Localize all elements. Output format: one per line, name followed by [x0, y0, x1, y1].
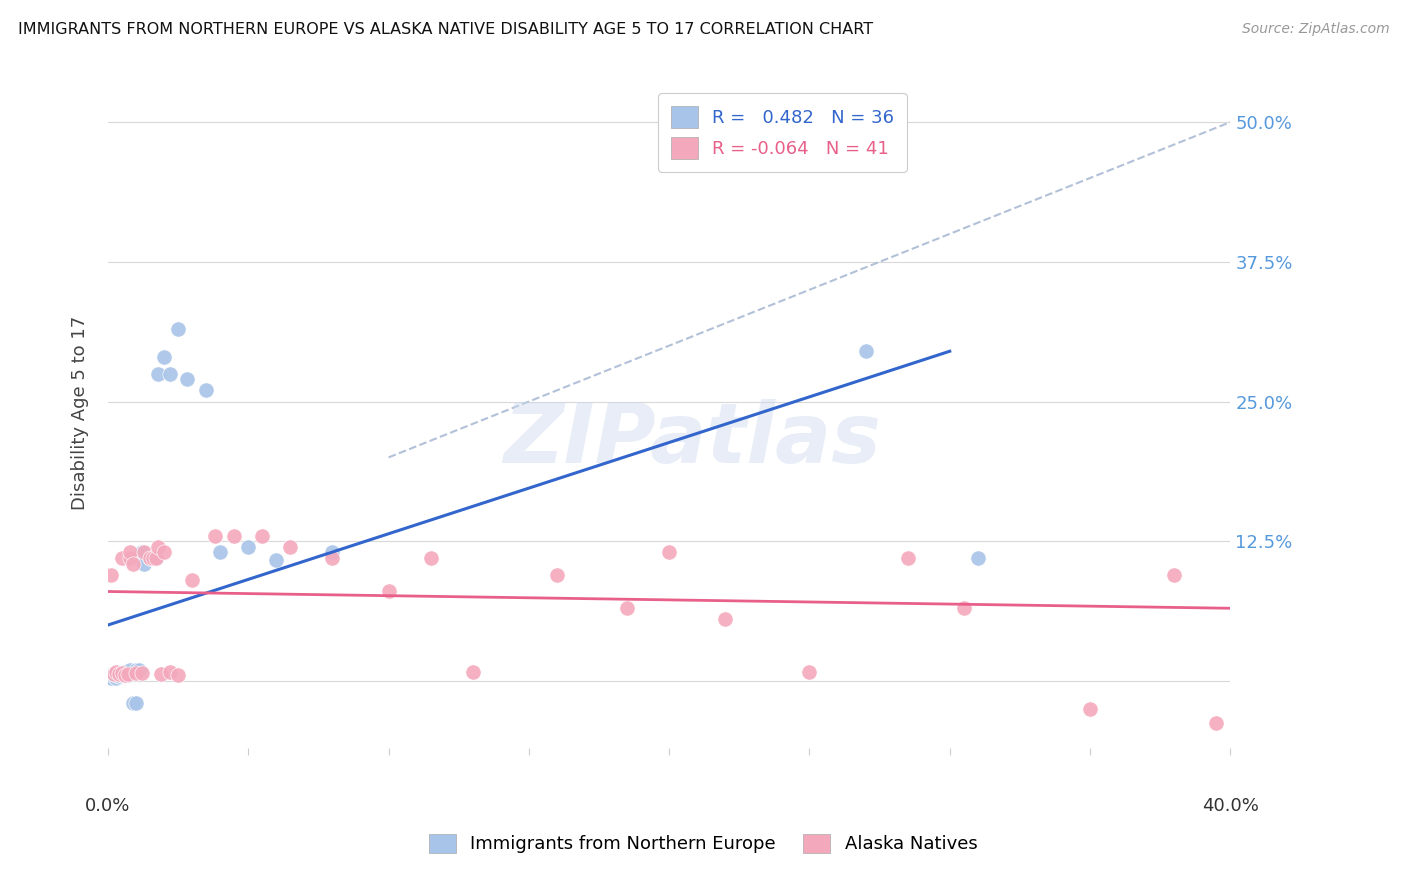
Point	[139, 551, 162, 566]
Point	[167, 668, 190, 682]
Point	[108, 667, 131, 681]
Point	[128, 663, 150, 677]
Point	[377, 584, 399, 599]
Point	[111, 666, 134, 681]
Point	[108, 669, 131, 683]
Point	[120, 663, 142, 677]
Point	[103, 667, 125, 681]
Point	[100, 671, 122, 685]
Legend: R =   0.482   N = 36, R = -0.064   N = 41: R = 0.482 N = 36, R = -0.064 N = 41	[658, 93, 907, 171]
Point	[658, 545, 681, 559]
Point	[145, 551, 167, 566]
Point	[105, 665, 128, 679]
Text: IMMIGRANTS FROM NORTHERN EUROPE VS ALASKA NATIVE DISABILITY AGE 5 TO 17 CORRELAT: IMMIGRANTS FROM NORTHERN EUROPE VS ALASK…	[18, 22, 873, 37]
Point	[131, 545, 153, 559]
Point	[224, 528, 246, 542]
Point	[153, 545, 176, 559]
Point	[714, 612, 737, 626]
Point	[120, 665, 142, 679]
Point	[150, 667, 173, 681]
Point	[321, 545, 343, 559]
Point	[114, 668, 136, 682]
Point	[105, 668, 128, 682]
Point	[181, 574, 204, 588]
Point	[122, 696, 145, 710]
Point	[117, 666, 139, 681]
Point	[122, 557, 145, 571]
Point	[139, 551, 162, 566]
Point	[114, 665, 136, 679]
Text: 0.0%: 0.0%	[86, 797, 131, 814]
Point	[100, 567, 122, 582]
Point	[204, 528, 226, 542]
Point	[134, 545, 156, 559]
Point	[897, 551, 920, 566]
Point	[252, 528, 274, 542]
Point	[117, 668, 139, 682]
Point	[134, 557, 156, 571]
Point	[209, 545, 232, 559]
Text: ZIPatlas: ZIPatlas	[503, 399, 880, 480]
Y-axis label: Disability Age 5 to 17: Disability Age 5 to 17	[72, 316, 89, 510]
Point	[1078, 702, 1101, 716]
Point	[461, 665, 484, 679]
Point	[195, 384, 218, 398]
Point	[105, 671, 128, 685]
Point	[103, 667, 125, 681]
Point	[238, 540, 260, 554]
Point	[111, 666, 134, 681]
Text: 40.0%: 40.0%	[1202, 797, 1258, 814]
Point	[153, 350, 176, 364]
Point	[855, 344, 877, 359]
Point	[125, 666, 148, 681]
Point	[280, 540, 302, 554]
Point	[100, 668, 122, 682]
Point	[546, 567, 568, 582]
Point	[616, 601, 638, 615]
Point	[142, 551, 165, 566]
Point	[419, 551, 441, 566]
Point	[125, 663, 148, 677]
Point	[148, 540, 170, 554]
Point	[159, 665, 181, 679]
Point	[266, 553, 288, 567]
Point	[1205, 716, 1227, 731]
Point	[1163, 567, 1185, 582]
Point	[952, 601, 974, 615]
Point	[176, 372, 198, 386]
Point	[167, 322, 190, 336]
Point	[145, 551, 167, 566]
Point	[148, 367, 170, 381]
Point	[117, 667, 139, 681]
Point	[111, 668, 134, 682]
Point	[108, 667, 131, 681]
Point	[125, 696, 148, 710]
Point	[114, 667, 136, 681]
Point	[321, 551, 343, 566]
Point	[111, 551, 134, 566]
Text: Source: ZipAtlas.com: Source: ZipAtlas.com	[1241, 22, 1389, 37]
Point	[120, 545, 142, 559]
Point	[120, 551, 142, 566]
Point	[131, 666, 153, 681]
Point	[159, 367, 181, 381]
Point	[966, 551, 988, 566]
Point	[799, 665, 821, 679]
Point	[103, 669, 125, 683]
Legend: Immigrants from Northern Europe, Alaska Natives: Immigrants from Northern Europe, Alaska …	[422, 827, 984, 861]
